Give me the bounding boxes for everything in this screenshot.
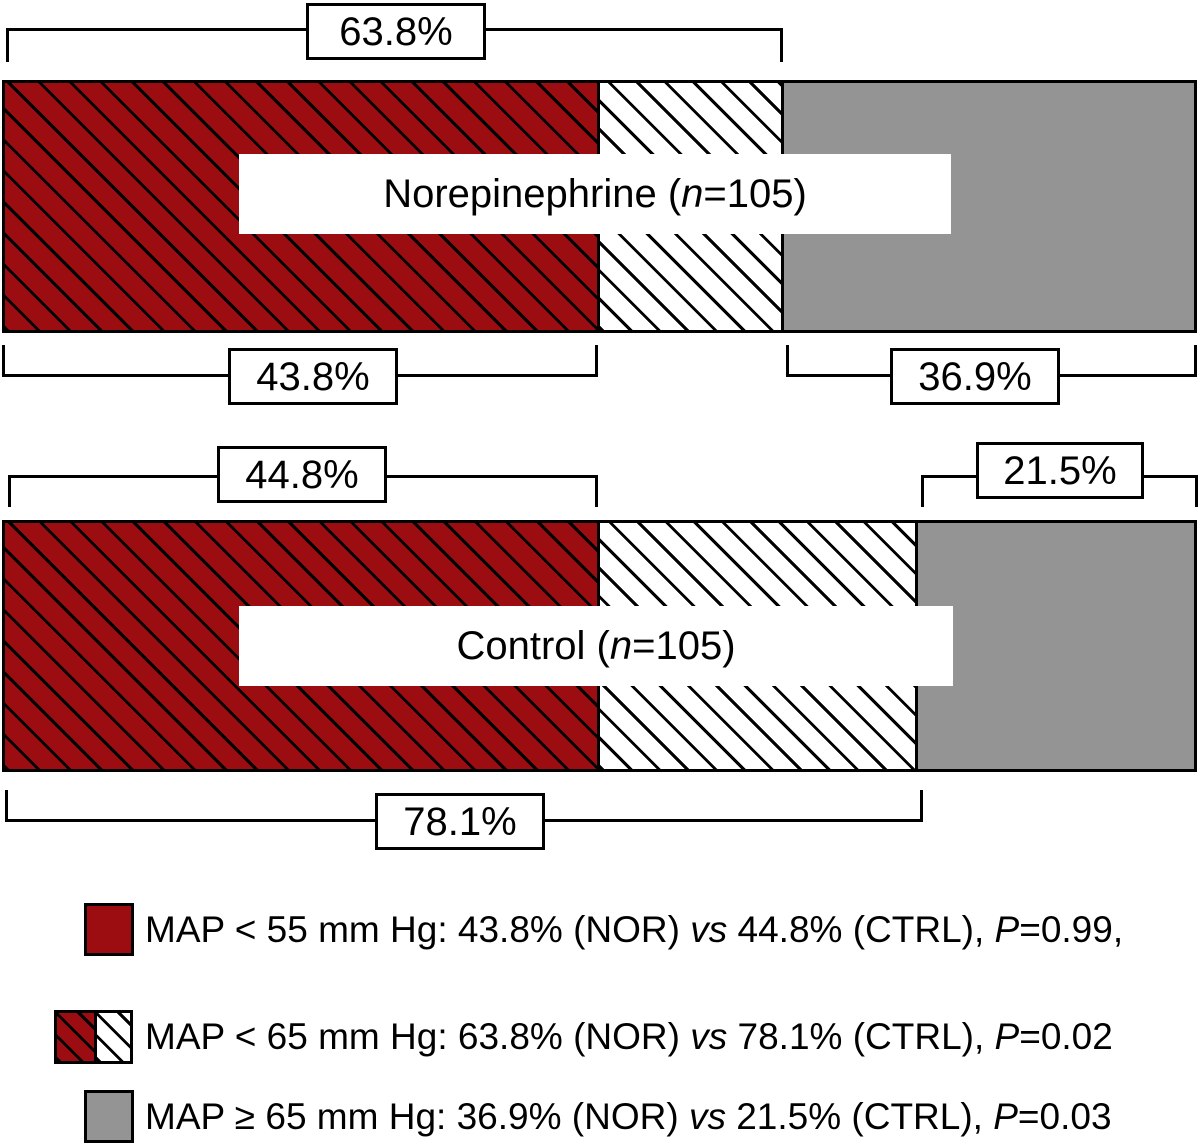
bracket-label-ctrl-lt65-text: 78.1% [403, 799, 517, 844]
legend-swatch-map-lt65-icon [54, 1010, 133, 1064]
legend-lt65-p: P [994, 1016, 1020, 1057]
bracket-label-ctrl-ge65-text: 21.5% [1003, 448, 1117, 493]
bar-title-ctrl-n: n [609, 624, 633, 668]
legend-ge65-vs: vs [688, 1096, 726, 1137]
legend-lt55-p: P [994, 909, 1020, 950]
bar-title-nor-post: =105) [703, 172, 807, 216]
legend-lt55-vs: vs [690, 909, 728, 950]
bar-title-nor-pre: Norepinephrine ( [383, 172, 682, 216]
legend-item-map-lt65: MAP < 65 mm Hg: 63.8% (NOR) vs 78.1% (CT… [145, 1008, 1113, 1065]
legend-item-map-lt55: MAP < 55 mm Hg: 43.8% (NOR) vs 44.8% (CT… [145, 901, 1123, 958]
bar-title-nor-n: n [681, 172, 704, 216]
bracket-label-nor-lt55-text: 43.8% [256, 354, 370, 399]
legend-lt65-post: =0.02 [1019, 1016, 1113, 1057]
bracket-label-ctrl-lt55: 44.8% [217, 446, 387, 503]
bar-title-norepinephrine: Norepinephrine (n =105) [239, 154, 951, 234]
bracket-label-nor-lt65-text: 63.8% [339, 9, 453, 54]
legend-lt55-mid: 44.8% (CTRL), [727, 909, 995, 950]
bracket-label-nor-lt55: 43.8% [228, 348, 398, 405]
bracket-label-nor-ge65-text: 36.9% [918, 354, 1032, 399]
legend-swatch-lt65-white-half [93, 1013, 130, 1061]
legend-lt65-vs: vs [690, 1016, 728, 1057]
legend-ge65-p: P [993, 1096, 1018, 1137]
legend-ge65-pre: MAP ≥ 65 mm Hg: 36.9% (NOR) [145, 1096, 689, 1137]
bar-title-control: Control (n =105) [239, 606, 953, 686]
legend-lt55-post: =0.99, [1019, 909, 1124, 950]
bar-title-ctrl-pre: Control ( [456, 624, 610, 668]
bracket-label-nor-ge65: 36.9% [890, 348, 1060, 405]
legend-swatch-map-lt55-icon [84, 903, 134, 956]
legend-lt65-pre: MAP < 65 mm Hg: 63.8% (NOR) [145, 1016, 691, 1057]
legend-lt65-mid: 78.1% (CTRL), [727, 1016, 995, 1057]
legend-item-map-ge65: MAP ≥ 65 mm Hg: 36.9% (NOR) vs 21.5% (CT… [145, 1088, 1112, 1145]
bracket-label-ctrl-lt65: 78.1% [375, 793, 545, 850]
legend-ge65-post: =0.03 [1017, 1096, 1112, 1137]
bar-title-ctrl-post: =105) [632, 624, 736, 668]
legend-lt55-pre: MAP < 55 mm Hg: 43.8% (NOR) [145, 909, 691, 950]
legend-ge65-mid: 21.5% (CTRL), [725, 1096, 994, 1137]
legend-swatch-lt65-red-half [57, 1013, 94, 1061]
bracket-label-nor-lt65: 63.8% [306, 3, 486, 60]
legend-swatch-map-ge65-icon [84, 1090, 134, 1143]
bracket-label-ctrl-lt55-text: 44.8% [245, 452, 359, 497]
bracket-label-ctrl-ge65: 21.5% [976, 442, 1144, 499]
segment-ctrl-map-ge65 [915, 523, 1194, 769]
